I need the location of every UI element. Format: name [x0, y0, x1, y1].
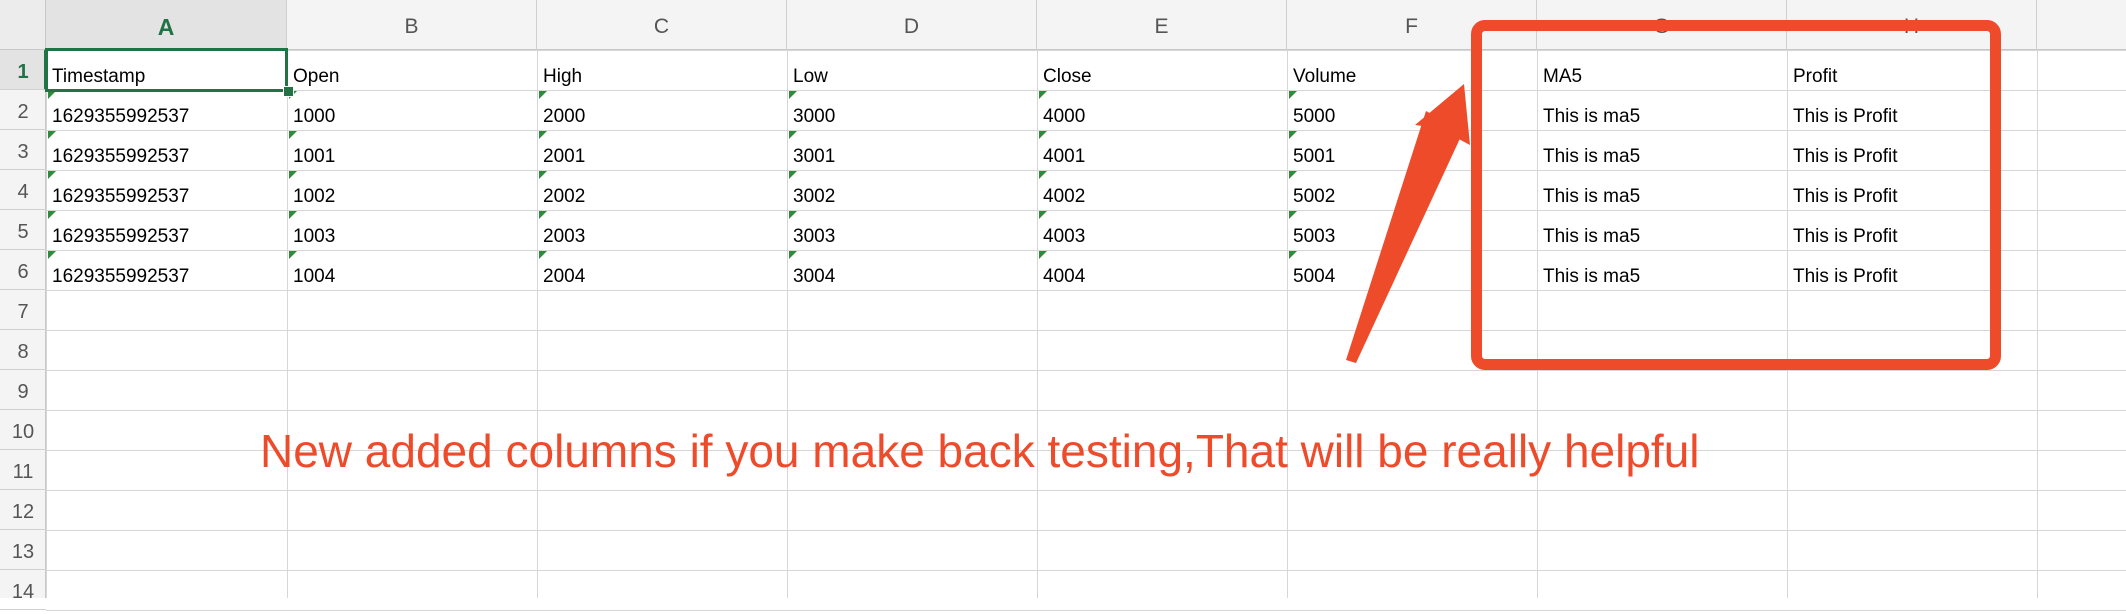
- cell-h5[interactable]: This is Profit: [1793, 226, 1898, 247]
- row-gridline: [46, 530, 2126, 531]
- column-gridline: [787, 50, 788, 598]
- cell-b5[interactable]: 1003: [287, 210, 537, 250]
- cell-f4[interactable]: 5002: [1287, 170, 1537, 210]
- cell-c5[interactable]: 2003: [537, 210, 787, 250]
- column-gridline: [46, 50, 47, 598]
- row-header-1[interactable]: 1: [0, 50, 47, 90]
- row-header-7[interactable]: 7: [0, 290, 46, 330]
- cell-h3[interactable]: This is Profit: [1793, 146, 1898, 167]
- row-header-5[interactable]: 5: [0, 210, 46, 250]
- column-gridline: [1537, 50, 1538, 598]
- cell-f5[interactable]: 5003: [1287, 210, 1537, 250]
- row-gridline: [46, 330, 2126, 331]
- cell-f2[interactable]: 5000: [1287, 90, 1537, 130]
- cell-f3[interactable]: 5001: [1287, 130, 1537, 170]
- cell-b2[interactable]: 1000: [287, 90, 537, 130]
- column-gridline: [2037, 50, 2038, 598]
- cell-c1[interactable]: High: [543, 66, 583, 87]
- column-gridline: [537, 50, 538, 598]
- cell-f1[interactable]: Volume: [1293, 66, 1357, 87]
- cell-c2[interactable]: 2000: [537, 90, 787, 130]
- column-gridline: [1287, 50, 1288, 598]
- column-header-c[interactable]: C: [537, 0, 787, 50]
- cell-d4[interactable]: 3002: [787, 170, 1037, 210]
- row-header-11[interactable]: 11: [0, 450, 46, 490]
- column-gridline: [287, 50, 288, 598]
- column-header-a[interactable]: A: [46, 0, 287, 51]
- row-header-9[interactable]: 9: [0, 370, 46, 410]
- cell-d3[interactable]: 3001: [787, 130, 1037, 170]
- annotation-text: New added columns if you make back testi…: [260, 425, 1700, 477]
- row-header-2[interactable]: 2: [0, 90, 46, 130]
- cell-a1[interactable]: Timestamp: [52, 66, 146, 87]
- cell-g5[interactable]: This is ma5: [1543, 226, 1641, 247]
- cell-h1[interactable]: Profit: [1793, 66, 1838, 87]
- cell-e6[interactable]: 4004: [1037, 250, 1287, 290]
- cell-d1[interactable]: Low: [793, 66, 828, 87]
- row-gridline: [46, 130, 2126, 131]
- cell-d2[interactable]: 3000: [787, 90, 1037, 130]
- row-header-10[interactable]: 10: [0, 410, 46, 450]
- cell-h4[interactable]: This is Profit: [1793, 186, 1898, 207]
- row-header-13[interactable]: 13: [0, 530, 46, 570]
- column-header-d[interactable]: D: [787, 0, 1037, 50]
- row-gridline: [46, 250, 2126, 251]
- cell-d5[interactable]: 3003: [787, 210, 1037, 250]
- cell-e2[interactable]: 4000: [1037, 90, 1287, 130]
- cell-e1[interactable]: Close: [1043, 66, 1092, 87]
- cell-e4[interactable]: 4002: [1037, 170, 1287, 210]
- cell-b4[interactable]: 1002: [287, 170, 537, 210]
- row-gridline: [46, 610, 2126, 611]
- row-gridline: [46, 370, 2126, 371]
- cell-a2[interactable]: 1629355992537: [46, 90, 287, 130]
- fill-handle[interactable]: [283, 86, 294, 97]
- cell-a4[interactable]: 1629355992537: [46, 170, 287, 210]
- cell-b6[interactable]: 1004: [287, 250, 537, 290]
- cell-c6[interactable]: 2004: [537, 250, 787, 290]
- select-all-corner[interactable]: [0, 0, 46, 50]
- row-gridline: [46, 450, 2126, 451]
- cell-f6[interactable]: 5004: [1287, 250, 1537, 290]
- cell-g2[interactable]: This is ma5: [1543, 106, 1641, 127]
- cell-c4[interactable]: 2002: [537, 170, 787, 210]
- column-header-b[interactable]: B: [287, 0, 537, 50]
- row-gridline: [46, 490, 2126, 491]
- row-gridline: [46, 410, 2126, 411]
- cell-e5[interactable]: 4003: [1037, 210, 1287, 250]
- row-gridline: [46, 290, 2126, 291]
- cell-a3[interactable]: 1629355992537: [46, 130, 287, 170]
- row-header-4[interactable]: 4: [0, 170, 46, 210]
- row-header-bar: [0, 0, 46, 598]
- row-gridline: [46, 90, 2126, 91]
- row-gridline: [46, 50, 2126, 51]
- cell-b1[interactable]: Open: [293, 66, 340, 87]
- row-gridline: [46, 210, 2126, 211]
- cell-g1[interactable]: MA5: [1543, 66, 1583, 87]
- row-header-14[interactable]: 14: [0, 570, 46, 610]
- row-header-6[interactable]: 6: [0, 250, 46, 290]
- column-header-e[interactable]: E: [1037, 0, 1287, 50]
- annotation-highlight-box: [1471, 20, 2001, 370]
- cell-e3[interactable]: 4001: [1037, 130, 1287, 170]
- row-header-3[interactable]: 3: [0, 130, 46, 170]
- cell-g3[interactable]: This is ma5: [1543, 146, 1641, 167]
- cell-b3[interactable]: 1001: [287, 130, 537, 170]
- cell-d6[interactable]: 3004: [787, 250, 1037, 290]
- cell-g4[interactable]: This is ma5: [1543, 186, 1641, 207]
- column-gridline: [1787, 50, 1788, 598]
- cell-a5[interactable]: 1629355992537: [46, 210, 287, 250]
- cell-c3[interactable]: 2001: [537, 130, 787, 170]
- row-header-12[interactable]: 12: [0, 490, 46, 530]
- cell-h2[interactable]: This is Profit: [1793, 106, 1898, 127]
- cell-h6[interactable]: This is Profit: [1793, 266, 1898, 287]
- cell-a6[interactable]: 1629355992537: [46, 250, 287, 290]
- column-gridline: [1037, 50, 1038, 598]
- row-header-8[interactable]: 8: [0, 330, 46, 370]
- row-gridline: [46, 170, 2126, 171]
- cell-g6[interactable]: This is ma5: [1543, 266, 1641, 287]
- row-gridline: [46, 570, 2126, 571]
